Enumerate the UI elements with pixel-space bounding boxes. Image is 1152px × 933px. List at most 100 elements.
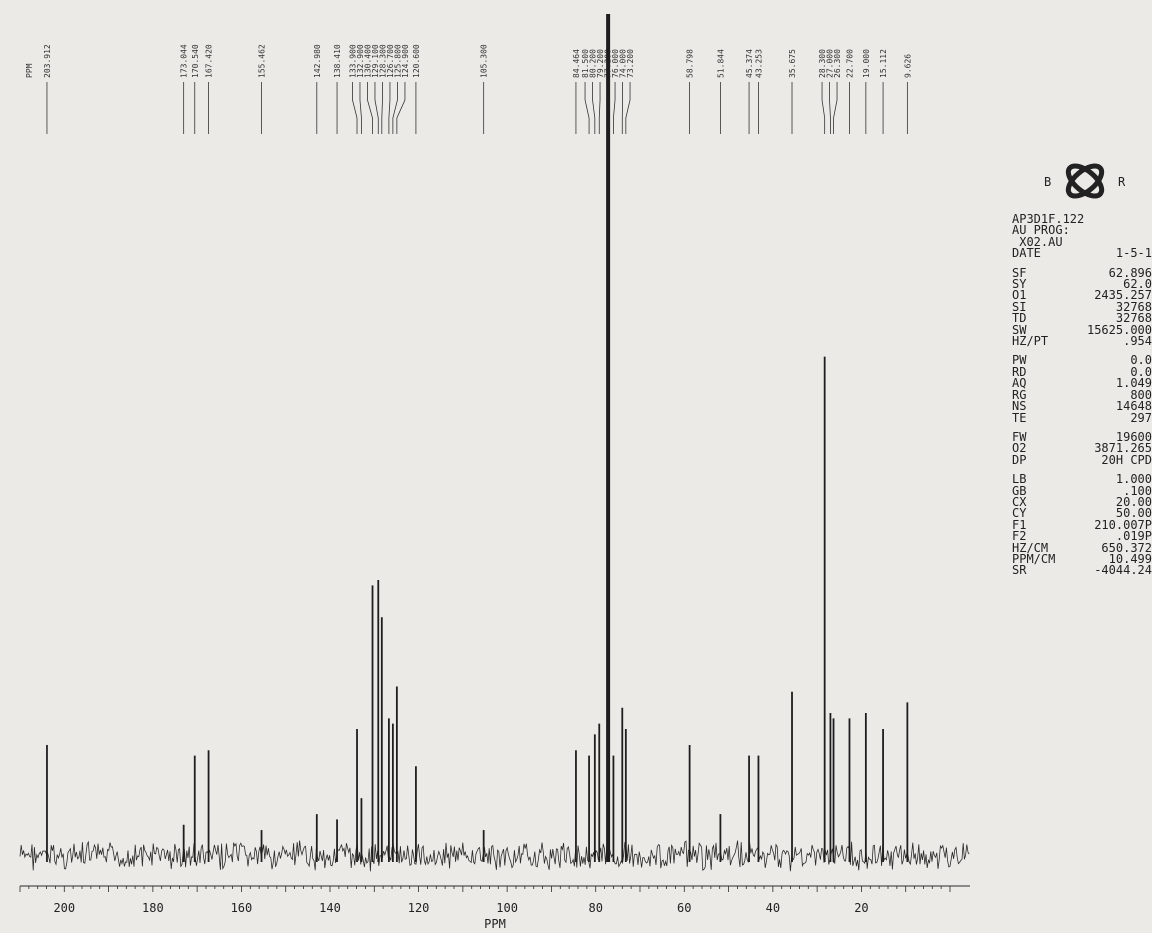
peak-label-leader	[388, 82, 391, 134]
x-tick-label: 100	[496, 901, 518, 915]
peak-label: 73.200	[626, 49, 635, 78]
param-value: .019P	[1115, 529, 1152, 544]
baseline-noise-trace	[19, 840, 970, 872]
param-value: 210.007P	[1094, 517, 1152, 532]
param-value: 14648	[1115, 399, 1152, 414]
peak-label: 203.912	[43, 44, 52, 78]
peak-label-leader	[359, 82, 362, 134]
param-row: CY 50.00	[1012, 506, 1152, 521]
param-value: 2435.257	[1094, 288, 1152, 303]
svg-text:B: B	[1044, 175, 1051, 189]
peak-label-leader	[821, 82, 826, 134]
param-value: .100	[1123, 483, 1152, 498]
param-key: X02.AU	[1012, 234, 1063, 249]
peak-label-leader	[392, 82, 398, 134]
peak-label-leader	[352, 82, 358, 134]
peak-label: 35.675	[788, 49, 797, 78]
peak-label-leader	[625, 82, 631, 134]
peak-label: 124.900	[401, 44, 410, 78]
x-tick-label: 140	[319, 901, 341, 915]
peak-label-leader	[374, 82, 379, 134]
param-value: .954	[1123, 334, 1152, 349]
param-row: F2 .019P	[1012, 529, 1152, 544]
param-key: CX	[1012, 494, 1027, 509]
param-key: LB	[1012, 472, 1027, 487]
peak-label: 43.253	[754, 49, 763, 78]
param-key: GB	[1012, 483, 1027, 498]
peak-label: 126.700	[386, 44, 395, 78]
peak-list-header: PPM	[25, 63, 34, 78]
param-row: HZ/CM 650.372	[1012, 540, 1152, 555]
param-row: TE 297	[1012, 410, 1152, 425]
param-row: AU PROG:	[1012, 223, 1152, 238]
param-key: PPM/CM	[1012, 551, 1056, 566]
peak-label: 27.000	[826, 49, 835, 78]
param-key: DP	[1012, 452, 1027, 467]
peak-label: 105.300	[480, 44, 489, 78]
x-tick-label: 200	[53, 901, 75, 915]
peak-label: 28.300	[818, 49, 827, 78]
param-row: RD 0.0	[1012, 364, 1152, 379]
param-block-pulse: PW 0.0 RD 0.0 AQ 1.049 RG 800 NS 14648 TE 297	[1012, 354, 1152, 425]
peak-label-leader	[592, 82, 596, 134]
param-value: 800	[1130, 387, 1152, 402]
param-key: DATE	[1012, 246, 1041, 261]
baseline-noise	[19, 840, 970, 872]
peak-label: 79.200	[596, 49, 605, 78]
param-row: AQ 1.049	[1012, 376, 1152, 391]
param-row: RG 800	[1012, 387, 1152, 402]
param-row: TD 32768	[1012, 311, 1152, 326]
peak-label-leader	[367, 82, 373, 134]
peak-label: 129.100	[371, 44, 380, 78]
param-row: CX 20.00	[1012, 494, 1152, 509]
acquisition-parameters-panel: AP3D1F.122 AU PROG: X02.AU DATE 1-5-1 SF 62.…	[1012, 156, 1152, 585]
peak-label: 84.464	[572, 49, 581, 78]
param-row: DATE 1-5-1	[1012, 246, 1152, 261]
param-row: X02.AU	[1012, 234, 1152, 249]
peak-label: 26.300	[833, 49, 842, 78]
param-key: F1	[1012, 517, 1027, 532]
peak-label: 167.420	[205, 44, 214, 78]
peak-label: 170.540	[191, 44, 200, 78]
param-value: 50.00	[1115, 506, 1152, 521]
param-key: CY	[1012, 506, 1027, 521]
peak-label-group: 203.912 173.044 170.540 167.420 155.462 142.9…	[43, 44, 912, 134]
param-value: 0.0	[1130, 364, 1152, 379]
x-tick-label: 20	[854, 901, 868, 915]
param-row: GB .100	[1012, 483, 1152, 498]
peak-label: 15.112	[879, 49, 888, 78]
param-key: TD	[1012, 311, 1027, 326]
param-row: SR -4044.24	[1012, 563, 1152, 578]
param-key: SR	[1012, 563, 1027, 578]
param-key: AQ	[1012, 376, 1027, 391]
peak-label: 130.400	[363, 44, 372, 78]
peak-label: 173.044	[180, 44, 189, 78]
x-tick-label: 60	[677, 901, 691, 915]
param-row: PW 0.0	[1012, 354, 1152, 366]
param-key: SY	[1012, 277, 1027, 292]
param-key: FW	[1012, 429, 1027, 444]
param-row: SI 32768	[1012, 301, 1152, 313]
param-key: AU PROG:	[1012, 223, 1070, 238]
param-value: 32768	[1115, 311, 1152, 326]
peak-label-leader	[584, 82, 590, 134]
param-block-header: AP3D1F.122 AU PROG: X02.AU DATE 1-5-1	[1012, 212, 1152, 261]
peak-label: 120.600	[412, 44, 421, 78]
peak-label-leader	[833, 82, 838, 134]
peak-label: 76.000	[611, 49, 620, 78]
param-key: AP3D1F.122	[1012, 212, 1085, 226]
param-value: -4044.24	[1094, 563, 1152, 578]
param-row: DP 20H CPD	[1012, 452, 1152, 467]
param-value: 1.049	[1115, 376, 1152, 391]
peak-label: 80.200	[589, 49, 598, 78]
param-value: 20H CPD	[1101, 452, 1152, 467]
param-value: 650.372	[1101, 540, 1152, 555]
peak-label: 138.410	[333, 44, 342, 78]
param-row: NS 14648	[1012, 399, 1152, 414]
param-block-plot: LB 1.000 GB .100 CX 20.00 CY 50.00 F1 210.007P F2.…	[1012, 472, 1152, 578]
param-value: 1.000	[1115, 472, 1152, 487]
param-key: TE	[1012, 410, 1027, 425]
param-value: 1-5-1	[1115, 246, 1152, 261]
peak-label: 19.000	[862, 49, 871, 78]
